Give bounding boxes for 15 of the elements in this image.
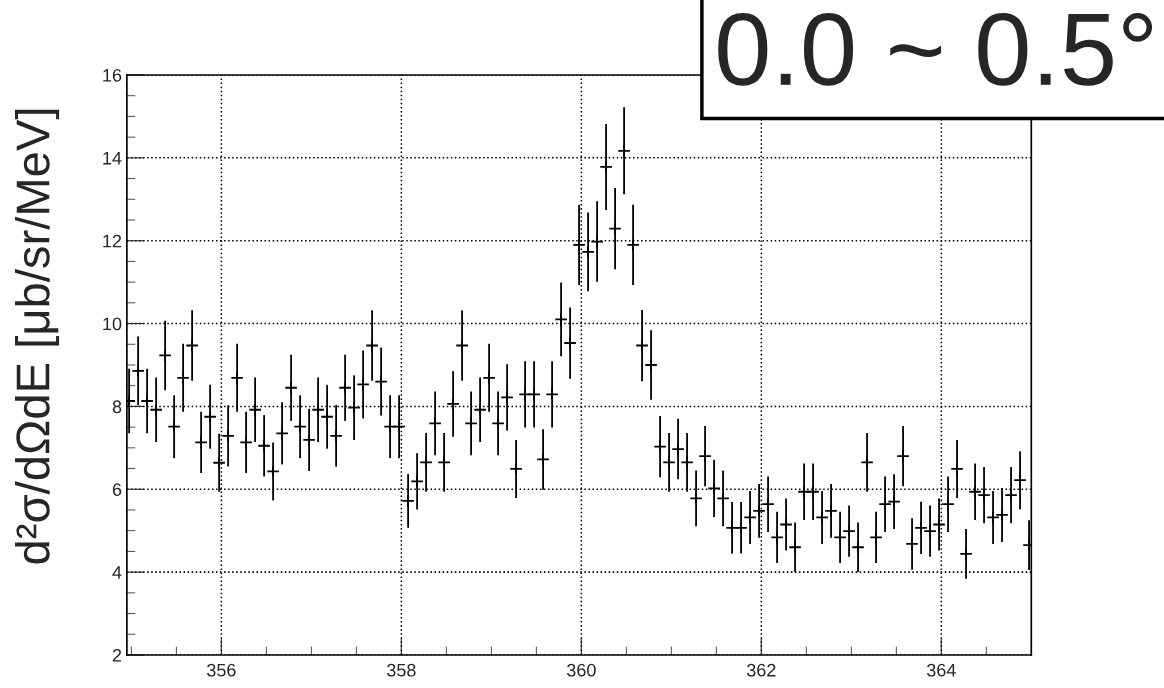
x-tick-label: 360: [566, 663, 596, 677]
x-tick-label: 362: [746, 663, 776, 677]
y-tick-label: 16: [103, 68, 122, 82]
x-tick-label: 364: [926, 663, 956, 677]
y-tick-label: 2: [112, 648, 122, 662]
y-tick-label: 14: [103, 151, 122, 165]
y-tick-label: 6: [112, 483, 122, 496]
x-tick-label: 356: [207, 663, 236, 677]
x-tick-label: 358: [386, 663, 416, 677]
annotation: 0.0 ~ 0.5°: [718, 13, 1153, 86]
y-tick-label: 10: [103, 317, 122, 331]
y-tick-label: 4: [112, 566, 122, 579]
y-tick-label: 8: [112, 400, 122, 414]
y-tick-label: 12: [103, 234, 122, 248]
y-axis-title: d²σ/dΩdE [μb/sr/MeV]: [15, 109, 60, 564]
